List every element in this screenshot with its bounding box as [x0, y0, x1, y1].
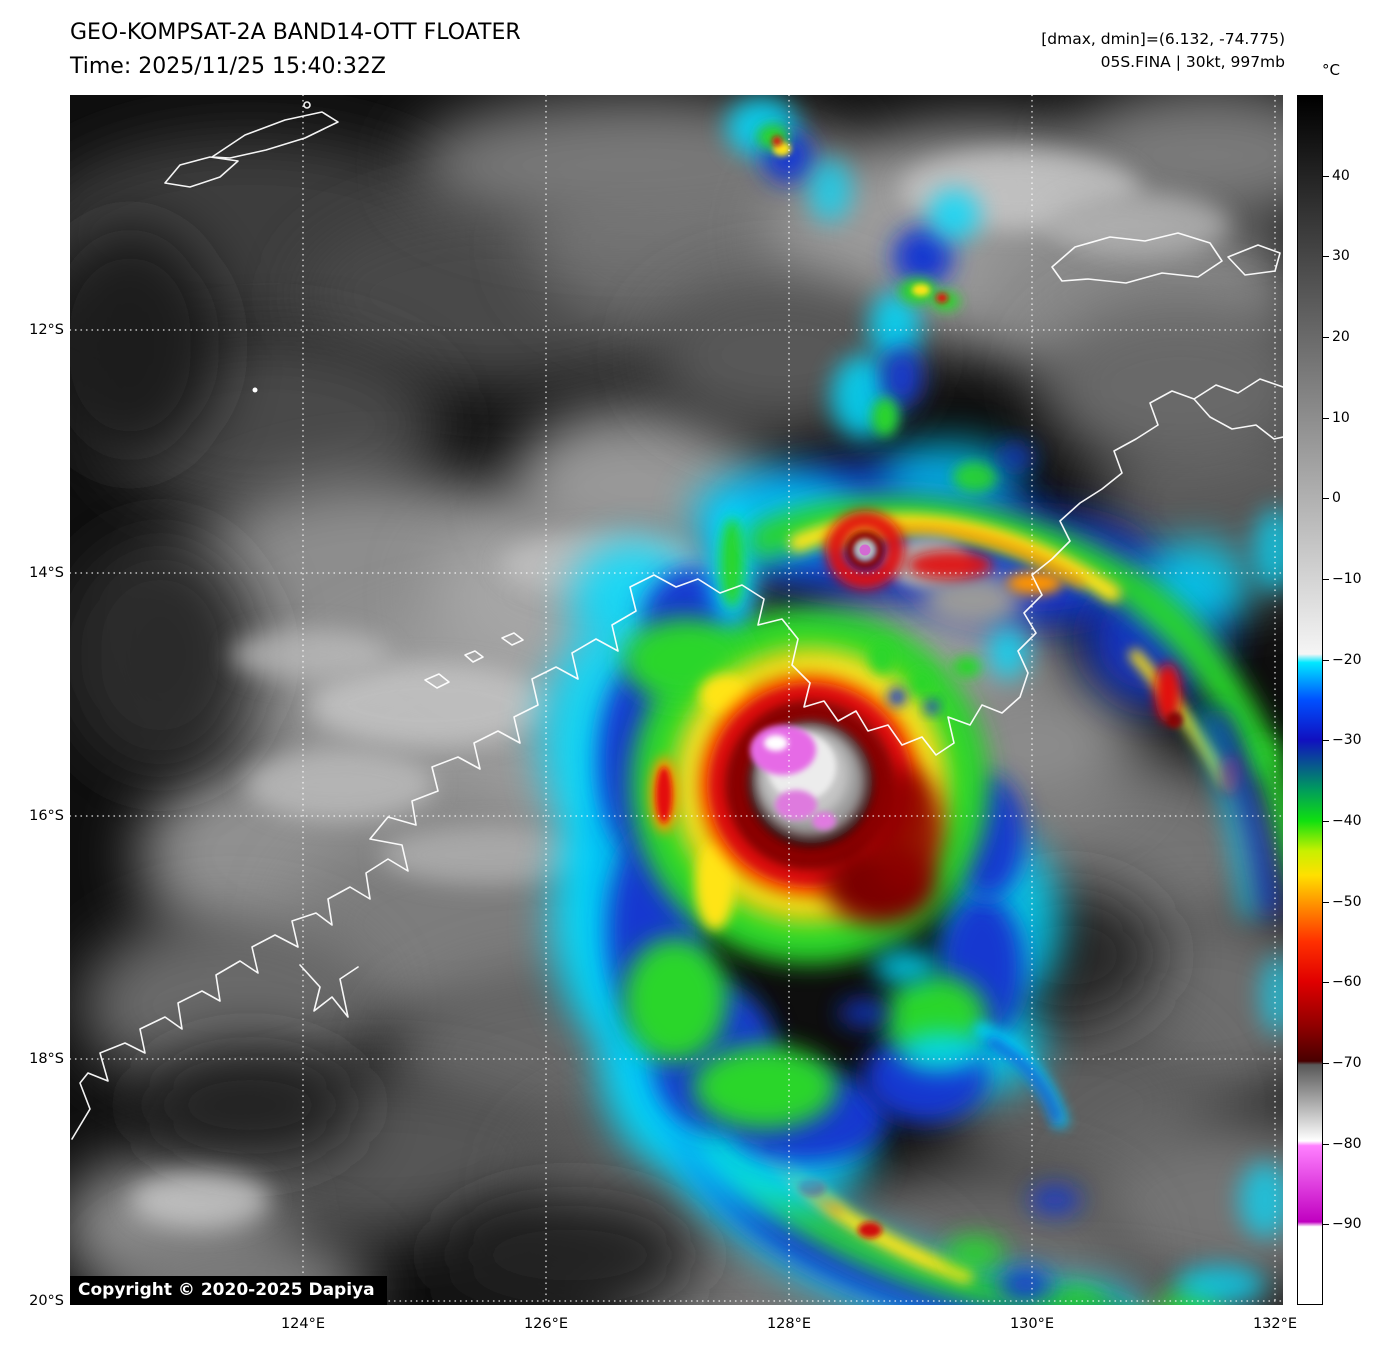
dmax-dmin-readout: [dmax, dmin]=(6.132, -74.775) — [1041, 30, 1285, 48]
colorbar-tick-label: −70 — [1323, 1055, 1382, 1072]
colorbar-tick-label: −90 — [1323, 1216, 1382, 1233]
colorbar-tick-label: −50 — [1323, 894, 1382, 911]
colorbar-tick-label: −30 — [1323, 732, 1382, 749]
header-right: [dmax, dmin]=(6.132, -74.775) 05S.FINA |… — [1041, 28, 1285, 74]
lon-label: 126°E — [523, 1316, 569, 1332]
colorbar-tick-label: 30 — [1323, 248, 1382, 265]
lat-label: 16°S — [29, 808, 64, 824]
product-time: Time: 2025/11/25 15:40:32Z — [70, 54, 386, 79]
satellite-image-panel: Copyright © 2020-2025 Dapiya — [70, 95, 1283, 1305]
cyclone-cold-overshoot — [750, 725, 836, 830]
lon-label: 128°E — [766, 1316, 812, 1332]
coastline — [71, 101, 1283, 1140]
colorbar-tick-label: −80 — [1323, 1136, 1382, 1153]
colorbar-tick-label: −60 — [1323, 974, 1382, 991]
grid-lines — [70, 95, 1283, 1305]
header-left: GEO-KOMPSAT-2A BAND14-OTT FLOATER Time: … — [70, 16, 521, 84]
satellite-image — [70, 95, 1283, 1305]
lat-label: 20°S — [29, 1293, 64, 1309]
northern-convective-band — [690, 440, 1283, 920]
colorbar-tick-label: −10 — [1323, 571, 1382, 588]
cloud-field-grayscale — [70, 95, 1283, 1305]
colorbar-tick-label: 40 — [1323, 168, 1382, 185]
storm-info: 05S.FINA | 30kt, 997mb — [1100, 53, 1285, 71]
colorbar-tick-label: 10 — [1323, 410, 1382, 427]
colorbar-tick-label: −40 — [1323, 813, 1382, 830]
colorbar-unit-label: °C — [1322, 61, 1340, 79]
temperature-colorbar — [1297, 95, 1323, 1305]
small-island-dot — [252, 387, 258, 393]
lat-label: 18°S — [29, 1051, 64, 1067]
lon-label: 132°E — [1252, 1316, 1298, 1332]
copyright-banner: Copyright © 2020-2025 Dapiya — [70, 1276, 387, 1305]
colorbar-tick-label: −20 — [1323, 652, 1382, 669]
lat-label: 14°S — [29, 565, 64, 581]
lon-label: 130°E — [1009, 1316, 1055, 1332]
scattered-convection — [726, 97, 1283, 1305]
colorbar-tick-label: 20 — [1323, 329, 1382, 346]
lon-label: 124°E — [280, 1316, 326, 1332]
product-title: GEO-KOMPSAT-2A BAND14-OTT FLOATER — [70, 20, 521, 45]
colorbar-tick-label: 0 — [1323, 490, 1382, 507]
lat-label: 12°S — [29, 322, 64, 338]
